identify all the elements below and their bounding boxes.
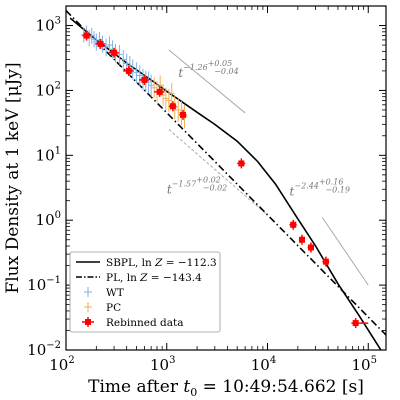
legend-label: WT — [106, 287, 124, 299]
data-marker — [238, 160, 245, 167]
y-tick-label: 100 — [36, 210, 61, 229]
series-rebinned-data-point — [123, 65, 134, 76]
series-wt-point — [136, 65, 143, 87]
slope-guide-line-2 — [168, 129, 268, 216]
data-marker — [97, 40, 104, 47]
series-wt-point — [133, 62, 140, 84]
data-marker — [83, 32, 90, 39]
series-sbpl-line — [69, 17, 382, 350]
legend-item: PC — [84, 302, 121, 314]
series-wt-point — [148, 74, 155, 97]
y-axis-title: Flux Density at 1 keV [μJy] — [3, 62, 23, 293]
legend-label: PL, ln Z = −143.4 — [106, 272, 202, 284]
legend-item: SBPL, ln Z = −112.3 — [76, 257, 217, 269]
series-rebinned-data-point — [179, 109, 187, 120]
slope-guide-line-3 — [321, 217, 369, 286]
series-pc-point — [165, 89, 172, 112]
slope-2-annotation: t−1.57+0.02 −0.02 — [167, 175, 227, 196]
series-pc-point — [168, 83, 175, 105]
y-tick-label: 101 — [36, 145, 61, 164]
series-wt-point — [106, 36, 113, 55]
data-marker — [299, 236, 306, 243]
y-tick-label: 102 — [36, 80, 61, 99]
data-marker — [141, 76, 148, 83]
legend-label: Rebinned data — [106, 317, 183, 329]
series-rebinned-data-point — [154, 86, 165, 97]
series-rebinned-data-point — [322, 256, 330, 267]
plot-data-layer — [66, 10, 386, 350]
slope-1-annotation: t−1.26+0.05 −0.04 — [178, 59, 238, 80]
legend-label: PC — [106, 302, 121, 314]
series-rebinned-data-point — [298, 234, 306, 245]
data-marker — [322, 258, 329, 265]
legend-item: PL, ln Z = −143.4 — [76, 272, 202, 284]
legend-item: WT — [84, 287, 124, 299]
data-marker — [125, 67, 132, 74]
series-rebinned-data-point — [237, 158, 246, 169]
series-rebinned-data-point — [95, 38, 106, 49]
series-pc-point — [175, 98, 182, 122]
series-rebinned-data-point — [82, 30, 91, 41]
series-rebinned-data-point — [351, 318, 369, 329]
series-rebinned-data-point — [289, 219, 297, 230]
slope-3-annotation: t−2.44+0.16 −0.19 — [290, 178, 350, 199]
data-marker — [111, 49, 118, 56]
y-tick-label: 10−2 — [27, 340, 61, 359]
series-rebinned-data-point — [168, 101, 177, 112]
plot-frame — [65, 5, 387, 351]
series-pc-point — [151, 77, 158, 99]
data-marker — [180, 111, 187, 118]
x-tick-label: 102 — [49, 355, 74, 374]
series-rebinned-data-point — [307, 242, 315, 253]
series-rebinned-data-point — [138, 74, 150, 85]
x-tick-label: 103 — [150, 355, 175, 374]
legend-square — [85, 319, 91, 325]
data-marker — [352, 320, 359, 327]
x-axis-title: Time after t0 = 10:49:54.662 [s] — [88, 377, 364, 399]
series-pl-line — [66, 10, 386, 336]
x-tick-label: 104 — [251, 355, 276, 374]
legend-item: Rebinned data — [82, 317, 183, 329]
legend-box — [69, 251, 221, 333]
series-wt-point — [103, 38, 110, 56]
series-pc-point — [162, 87, 169, 110]
y-tick-label: 103 — [36, 16, 61, 35]
legend: SBPL, ln Z = −112.3 PL, ln Z = −143.4 WT PC… — [69, 251, 221, 333]
series-pc-point — [160, 84, 167, 106]
data-marker — [156, 88, 163, 95]
series-wt-point — [120, 49, 127, 70]
data-marker — [290, 221, 297, 228]
legend-label: SBPL, ln Z = −112.3 — [106, 257, 217, 269]
series-rebinned-data-point — [108, 47, 119, 58]
series-wt-point — [116, 45, 123, 65]
slope-guide-line-1 — [168, 49, 246, 114]
data-marker — [307, 244, 314, 251]
y-tick-label: 10−1 — [27, 275, 61, 294]
data-marker — [169, 103, 176, 110]
x-tick-label: 105 — [352, 355, 377, 374]
